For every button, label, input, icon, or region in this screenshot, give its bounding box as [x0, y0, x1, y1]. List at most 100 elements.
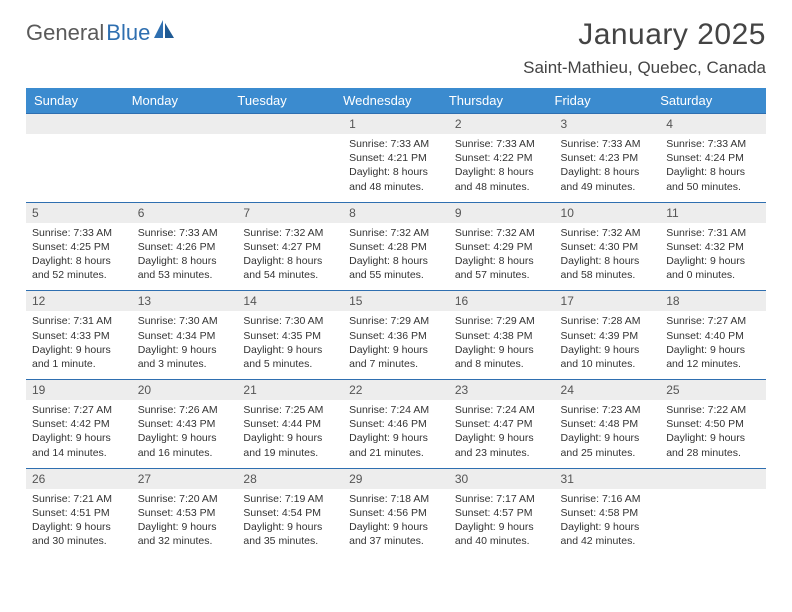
day-number: 16	[449, 291, 555, 311]
day-number: 13	[132, 291, 238, 311]
day-body: Sunrise: 7:27 AMSunset: 4:40 PMDaylight:…	[660, 311, 766, 379]
day-body: Sunrise: 7:30 AMSunset: 4:35 PMDaylight:…	[237, 311, 343, 379]
day-number: 11	[660, 203, 766, 223]
day-number: 23	[449, 380, 555, 400]
calendar-cell: 20Sunrise: 7:26 AMSunset: 4:43 PMDayligh…	[132, 380, 238, 469]
day-number: 12	[26, 291, 132, 311]
day-number: 24	[555, 380, 661, 400]
day-number: 1	[343, 114, 449, 134]
brand-general: General	[26, 20, 104, 46]
dow-thursday: Thursday	[449, 88, 555, 114]
calendar-cell: 25Sunrise: 7:22 AMSunset: 4:50 PMDayligh…	[660, 380, 766, 469]
calendar-table: Sunday Monday Tuesday Wednesday Thursday…	[26, 88, 766, 556]
day-body: Sunrise: 7:26 AMSunset: 4:43 PMDaylight:…	[132, 400, 238, 468]
day-number: 15	[343, 291, 449, 311]
calendar-cell: 11Sunrise: 7:31 AMSunset: 4:32 PMDayligh…	[660, 202, 766, 291]
calendar-cell: 6Sunrise: 7:33 AMSunset: 4:26 PMDaylight…	[132, 202, 238, 291]
location-subtitle: Saint-Mathieu, Quebec, Canada	[523, 58, 766, 78]
day-number: 21	[237, 380, 343, 400]
day-body: Sunrise: 7:24 AMSunset: 4:46 PMDaylight:…	[343, 400, 449, 468]
calendar-cell: 26Sunrise: 7:21 AMSunset: 4:51 PMDayligh…	[26, 468, 132, 556]
header-row: GeneralBlue January 2025 Saint-Mathieu, …	[26, 18, 766, 78]
calendar-cell: 12Sunrise: 7:31 AMSunset: 4:33 PMDayligh…	[26, 291, 132, 380]
calendar-cell: 1Sunrise: 7:33 AMSunset: 4:21 PMDaylight…	[343, 114, 449, 203]
day-body: Sunrise: 7:29 AMSunset: 4:36 PMDaylight:…	[343, 311, 449, 379]
dow-saturday: Saturday	[660, 88, 766, 114]
day-number-empty	[132, 114, 238, 134]
dow-sunday: Sunday	[26, 88, 132, 114]
dow-wednesday: Wednesday	[343, 88, 449, 114]
day-number: 14	[237, 291, 343, 311]
calendar-cell: 15Sunrise: 7:29 AMSunset: 4:36 PMDayligh…	[343, 291, 449, 380]
day-body: Sunrise: 7:30 AMSunset: 4:34 PMDaylight:…	[132, 311, 238, 379]
calendar-cell: 30Sunrise: 7:17 AMSunset: 4:57 PMDayligh…	[449, 468, 555, 556]
day-body: Sunrise: 7:33 AMSunset: 4:21 PMDaylight:…	[343, 134, 449, 202]
calendar-cell: 2Sunrise: 7:33 AMSunset: 4:22 PMDaylight…	[449, 114, 555, 203]
calendar-cell: 28Sunrise: 7:19 AMSunset: 4:54 PMDayligh…	[237, 468, 343, 556]
day-body: Sunrise: 7:21 AMSunset: 4:51 PMDaylight:…	[26, 489, 132, 557]
calendar-week: 19Sunrise: 7:27 AMSunset: 4:42 PMDayligh…	[26, 380, 766, 469]
day-number: 4	[660, 114, 766, 134]
calendar-week: 26Sunrise: 7:21 AMSunset: 4:51 PMDayligh…	[26, 468, 766, 556]
day-body: Sunrise: 7:31 AMSunset: 4:33 PMDaylight:…	[26, 311, 132, 379]
month-title: January 2025	[523, 18, 766, 52]
day-body: Sunrise: 7:23 AMSunset: 4:48 PMDaylight:…	[555, 400, 661, 468]
day-number: 6	[132, 203, 238, 223]
calendar-week: 12Sunrise: 7:31 AMSunset: 4:33 PMDayligh…	[26, 291, 766, 380]
day-number: 20	[132, 380, 238, 400]
calendar-cell: 4Sunrise: 7:33 AMSunset: 4:24 PMDaylight…	[660, 114, 766, 203]
calendar-body: 1Sunrise: 7:33 AMSunset: 4:21 PMDaylight…	[26, 114, 766, 557]
day-body: Sunrise: 7:19 AMSunset: 4:54 PMDaylight:…	[237, 489, 343, 557]
day-body: Sunrise: 7:17 AMSunset: 4:57 PMDaylight:…	[449, 489, 555, 557]
day-number: 5	[26, 203, 132, 223]
day-body: Sunrise: 7:20 AMSunset: 4:53 PMDaylight:…	[132, 489, 238, 557]
calendar-cell: 10Sunrise: 7:32 AMSunset: 4:30 PMDayligh…	[555, 202, 661, 291]
day-number: 18	[660, 291, 766, 311]
calendar-cell	[132, 114, 238, 203]
day-number: 26	[26, 469, 132, 489]
day-body-empty	[132, 134, 238, 192]
title-block: January 2025 Saint-Mathieu, Quebec, Cana…	[523, 18, 766, 78]
day-number: 22	[343, 380, 449, 400]
calendar-cell	[26, 114, 132, 203]
day-body-empty	[26, 134, 132, 192]
day-body: Sunrise: 7:32 AMSunset: 4:29 PMDaylight:…	[449, 223, 555, 291]
day-body: Sunrise: 7:31 AMSunset: 4:32 PMDaylight:…	[660, 223, 766, 291]
calendar-cell: 21Sunrise: 7:25 AMSunset: 4:44 PMDayligh…	[237, 380, 343, 469]
day-body: Sunrise: 7:32 AMSunset: 4:28 PMDaylight:…	[343, 223, 449, 291]
day-number: 19	[26, 380, 132, 400]
day-number: 8	[343, 203, 449, 223]
calendar-cell: 3Sunrise: 7:33 AMSunset: 4:23 PMDaylight…	[555, 114, 661, 203]
day-body-empty	[660, 489, 766, 547]
day-body: Sunrise: 7:24 AMSunset: 4:47 PMDaylight:…	[449, 400, 555, 468]
calendar-cell: 14Sunrise: 7:30 AMSunset: 4:35 PMDayligh…	[237, 291, 343, 380]
day-body: Sunrise: 7:32 AMSunset: 4:27 PMDaylight:…	[237, 223, 343, 291]
day-number: 2	[449, 114, 555, 134]
calendar-cell: 7Sunrise: 7:32 AMSunset: 4:27 PMDaylight…	[237, 202, 343, 291]
day-body: Sunrise: 7:16 AMSunset: 4:58 PMDaylight:…	[555, 489, 661, 557]
calendar-cell: 22Sunrise: 7:24 AMSunset: 4:46 PMDayligh…	[343, 380, 449, 469]
day-body-empty	[237, 134, 343, 192]
dow-tuesday: Tuesday	[237, 88, 343, 114]
calendar-week: 1Sunrise: 7:33 AMSunset: 4:21 PMDaylight…	[26, 114, 766, 203]
calendar-cell: 13Sunrise: 7:30 AMSunset: 4:34 PMDayligh…	[132, 291, 238, 380]
day-number: 30	[449, 469, 555, 489]
day-body: Sunrise: 7:29 AMSunset: 4:38 PMDaylight:…	[449, 311, 555, 379]
calendar-cell	[237, 114, 343, 203]
calendar-week: 5Sunrise: 7:33 AMSunset: 4:25 PMDaylight…	[26, 202, 766, 291]
dow-friday: Friday	[555, 88, 661, 114]
day-body: Sunrise: 7:33 AMSunset: 4:24 PMDaylight:…	[660, 134, 766, 202]
day-number-empty	[660, 469, 766, 489]
day-number: 9	[449, 203, 555, 223]
brand-logo: GeneralBlue	[26, 20, 176, 46]
day-number: 28	[237, 469, 343, 489]
day-body: Sunrise: 7:33 AMSunset: 4:26 PMDaylight:…	[132, 223, 238, 291]
day-body: Sunrise: 7:25 AMSunset: 4:44 PMDaylight:…	[237, 400, 343, 468]
day-number: 7	[237, 203, 343, 223]
calendar-cell	[660, 468, 766, 556]
brand-blue: Blue	[106, 20, 150, 46]
day-number: 25	[660, 380, 766, 400]
calendar-cell: 27Sunrise: 7:20 AMSunset: 4:53 PMDayligh…	[132, 468, 238, 556]
sail-icon	[154, 18, 176, 44]
day-number: 10	[555, 203, 661, 223]
